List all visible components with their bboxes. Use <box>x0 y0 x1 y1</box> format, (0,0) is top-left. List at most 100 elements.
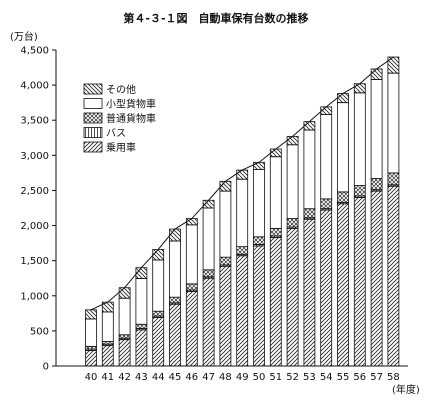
x-tick-label: 51 <box>269 372 282 383</box>
y-tick-label: 1,500 <box>20 256 49 267</box>
bar-segment-2 <box>353 185 366 197</box>
bar-segment-3 <box>135 278 148 325</box>
bar-segment-2 <box>337 191 349 203</box>
bar-segment-0 <box>320 209 333 367</box>
legend-label: 小型貨物車 <box>106 98 156 111</box>
bar-segment-3 <box>185 224 198 285</box>
bar-segment-2 <box>269 227 282 237</box>
bar-segment-3 <box>219 190 232 258</box>
bar-segment-0 <box>135 329 148 367</box>
bar-segment-0 <box>169 303 181 367</box>
x-tick-label: 48 <box>219 372 232 383</box>
x-tick-label: 40 <box>85 372 98 383</box>
bar-segment-0 <box>387 185 400 367</box>
bar-segment-0 <box>219 265 232 367</box>
legend-swatch <box>83 127 103 138</box>
legend-swatch <box>83 112 103 124</box>
bar-segment-4 <box>135 267 148 279</box>
x-tick-label: 49 <box>236 372 249 383</box>
bar-segment-3 <box>253 168 265 238</box>
y-tick-label: 4,500 <box>20 46 49 57</box>
legend-swatch <box>83 83 103 95</box>
bar-segment-2 <box>185 283 198 291</box>
bar-segment-3 <box>236 178 249 248</box>
bar-segment-0 <box>85 350 97 367</box>
bar-segment-2 <box>370 178 383 191</box>
bar-segment-2 <box>286 218 299 228</box>
bar-segment-3 <box>118 297 131 336</box>
y-tick-label: 0 <box>43 362 49 373</box>
legend-label: 乗用車 <box>106 141 136 154</box>
bar-segment-4 <box>370 68 383 80</box>
x-tick-label: 58 <box>387 372 400 383</box>
x-tick-label: 57 <box>370 372 383 383</box>
bar-segment-4 <box>253 161 265 170</box>
bar-segment-4 <box>118 287 131 299</box>
bar-segment-2 <box>135 323 148 329</box>
y-axis-unit-label: (万台) <box>10 30 38 43</box>
x-tick-label: 54 <box>320 372 333 383</box>
bar-segment-4 <box>152 249 165 261</box>
legend-swatch <box>83 98 103 109</box>
bar-segment-4 <box>337 93 349 104</box>
bar-segment-3 <box>85 318 97 347</box>
bar-segment-4 <box>236 169 249 180</box>
bar-segment-3 <box>370 79 383 179</box>
legend-swatch <box>83 141 103 153</box>
bar-segment-4 <box>286 135 299 146</box>
bar-segment-0 <box>303 218 316 367</box>
bar-segment-0 <box>152 317 165 367</box>
bar-segment-3 <box>152 259 165 312</box>
y-tick-label: 3,000 <box>20 151 49 162</box>
bar-segment-4 <box>269 148 282 158</box>
bar-segment-2 <box>169 296 181 304</box>
bar-segment-3 <box>320 114 333 200</box>
bar-segment-3 <box>269 156 282 229</box>
bar-segment-3 <box>101 311 114 342</box>
bar-segment-3 <box>286 144 299 219</box>
y-tick-label: 4,000 <box>20 81 49 92</box>
x-tick-label: 42 <box>118 372 131 383</box>
bar-segment-0 <box>185 291 198 367</box>
bar-segment-0 <box>253 245 265 367</box>
bar-segment-2 <box>219 256 232 266</box>
bar-segment-0 <box>101 345 114 367</box>
y-tick-label: 2,500 <box>20 186 49 197</box>
legend-label: その他 <box>106 83 136 96</box>
bar-segment-0 <box>236 255 249 367</box>
bar-segment-0 <box>286 227 299 367</box>
bar-segment-3 <box>169 240 181 298</box>
y-tick-label: 3,500 <box>20 116 49 127</box>
bar-segment-0 <box>370 190 383 367</box>
legend-label: バス <box>106 128 126 140</box>
x-tick-label: 56 <box>353 372 366 383</box>
y-tick-label: 2,000 <box>20 221 49 232</box>
x-tick-label: 44 <box>152 372 165 383</box>
x-tick-label: 47 <box>202 372 215 383</box>
bar-segment-4 <box>353 83 366 94</box>
x-tick-label: 52 <box>286 372 299 383</box>
bar-segment-2 <box>152 310 165 317</box>
bar-segment-0 <box>202 277 215 367</box>
bar-segment-0 <box>353 197 366 367</box>
bar-segment-2 <box>320 198 333 210</box>
bar-segment-4 <box>185 218 198 226</box>
x-tick-label: 41 <box>101 372 114 383</box>
bar-segment-2 <box>387 172 400 186</box>
bar-segment-0 <box>337 203 349 367</box>
bar-segment-4 <box>169 228 181 242</box>
bar-segment-3 <box>353 92 366 186</box>
bar-segment-2 <box>101 341 114 345</box>
x-tick-label: 50 <box>253 372 266 383</box>
bar-segment-0 <box>269 237 282 367</box>
x-tick-label: 45 <box>169 372 182 383</box>
bar-segment-3 <box>202 207 215 271</box>
bar-segment-2 <box>118 334 131 339</box>
bar-segment-3 <box>387 72 400 174</box>
bar-segment-3 <box>337 102 349 193</box>
x-axis-label: (年度) <box>392 383 420 396</box>
bar-segment-0 <box>118 339 131 367</box>
legend-label: 普通貨物車 <box>106 112 156 125</box>
bar-segment-2 <box>253 236 265 245</box>
